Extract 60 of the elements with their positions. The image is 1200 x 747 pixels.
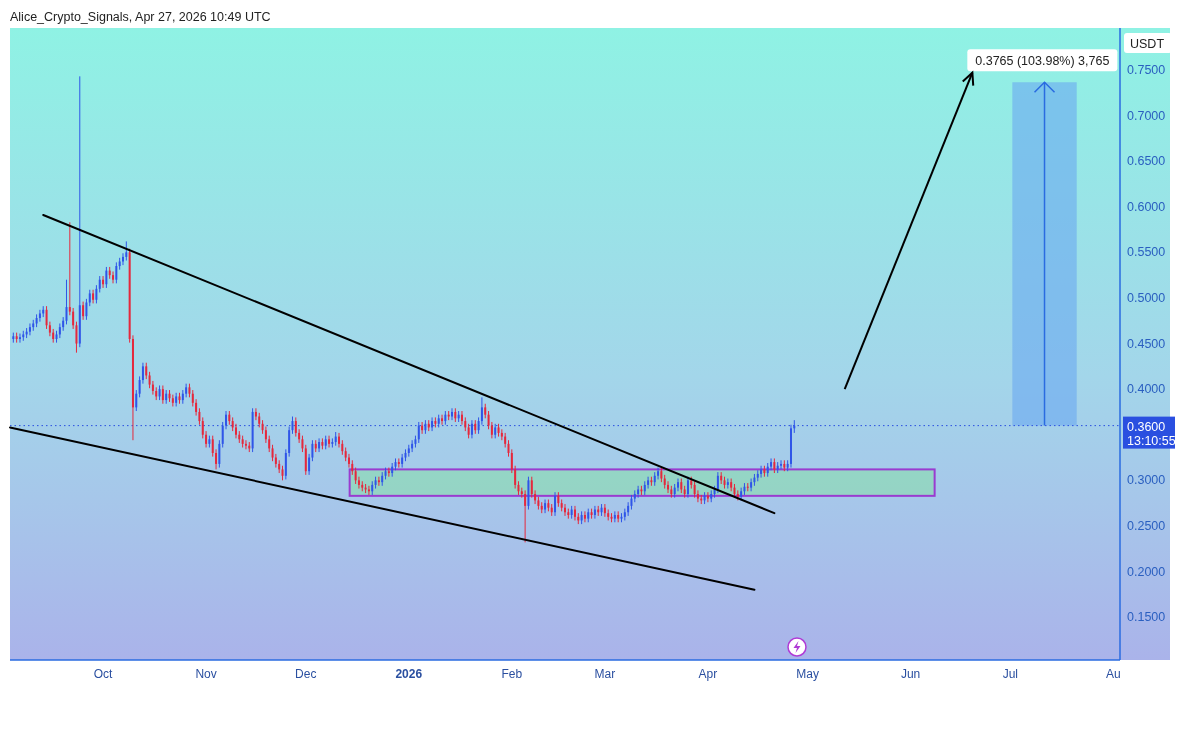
candlestick	[115, 261, 118, 284]
candlestick	[716, 471, 719, 494]
candlestick	[677, 478, 679, 492]
x-tick-label: Mar	[594, 667, 616, 681]
y-tick-label: 0.4000	[1127, 382, 1166, 397]
x-tick-label: Apr	[698, 667, 718, 681]
x-tick-label: Jun	[900, 667, 921, 681]
y-tick-label: 0.7500	[1127, 62, 1166, 77]
x-tick-label: 2026	[395, 667, 423, 681]
y-tick-label: 0.7000	[1127, 108, 1166, 123]
x-tick-label: Feb	[501, 667, 523, 681]
y-tick-label: 0.5000	[1127, 290, 1166, 305]
y-tick-label: 0.2500	[1127, 518, 1166, 533]
candlestick	[125, 240, 128, 262]
candlestick	[770, 457, 773, 471]
candlestick	[234, 423, 237, 439]
y-tick-label: 0.4500	[1127, 336, 1166, 351]
y-tick-label: 0.3000	[1127, 473, 1166, 488]
candlestick	[112, 271, 115, 284]
candlestick	[500, 428, 503, 441]
candlestick	[524, 489, 527, 543]
candlestick	[627, 501, 630, 517]
band-label: 0.3765 (103.98%) 3,765	[975, 54, 1110, 69]
candlestick	[254, 407, 257, 421]
y-tick-label: 0.5500	[1127, 245, 1166, 260]
candlestick	[347, 453, 350, 469]
y-axis-title: USDT	[1130, 37, 1165, 51]
candlestick	[304, 444, 307, 476]
ref-line-label: 0.3600	[1127, 419, 1166, 434]
y-tick-label: 0.6500	[1127, 154, 1166, 169]
candlestick	[696, 489, 699, 503]
x-tick-label: Oct	[93, 667, 114, 681]
candlestick	[105, 266, 108, 289]
candlestick	[38, 309, 41, 323]
y-tick-label: 0.6000	[1127, 199, 1166, 214]
candlestick	[95, 284, 98, 304]
text: 13:10:55	[1127, 433, 1176, 448]
y-tick-label: 0.2000	[1127, 564, 1166, 579]
candlestick	[451, 407, 453, 421]
x-tick-label: May	[796, 667, 819, 681]
candlestick	[82, 301, 85, 321]
candlestick	[85, 298, 88, 321]
x-tick-label: Dec	[295, 667, 317, 681]
candlestick	[244, 439, 247, 450]
candlestick	[657, 467, 660, 480]
candlestick	[338, 432, 341, 449]
candlestick	[195, 398, 198, 417]
candlestick	[750, 478, 753, 492]
x-tick-label: Jul	[1002, 667, 1018, 681]
x-tick-label: Nov	[195, 667, 217, 681]
candlestick	[218, 439, 221, 469]
candlestick	[441, 414, 444, 426]
candlestick	[58, 322, 61, 339]
y-tick-label: 0.1500	[1127, 610, 1166, 625]
chart-title: Alice_Crypto_Signals, Apr 27, 2026 10:49 UTC	[10, 10, 271, 24]
x-tick-label: Au	[1106, 667, 1121, 681]
candlestick	[480, 396, 483, 426]
candlestick	[135, 389, 138, 412]
candlestick	[377, 476, 380, 487]
candlestick	[28, 322, 31, 336]
